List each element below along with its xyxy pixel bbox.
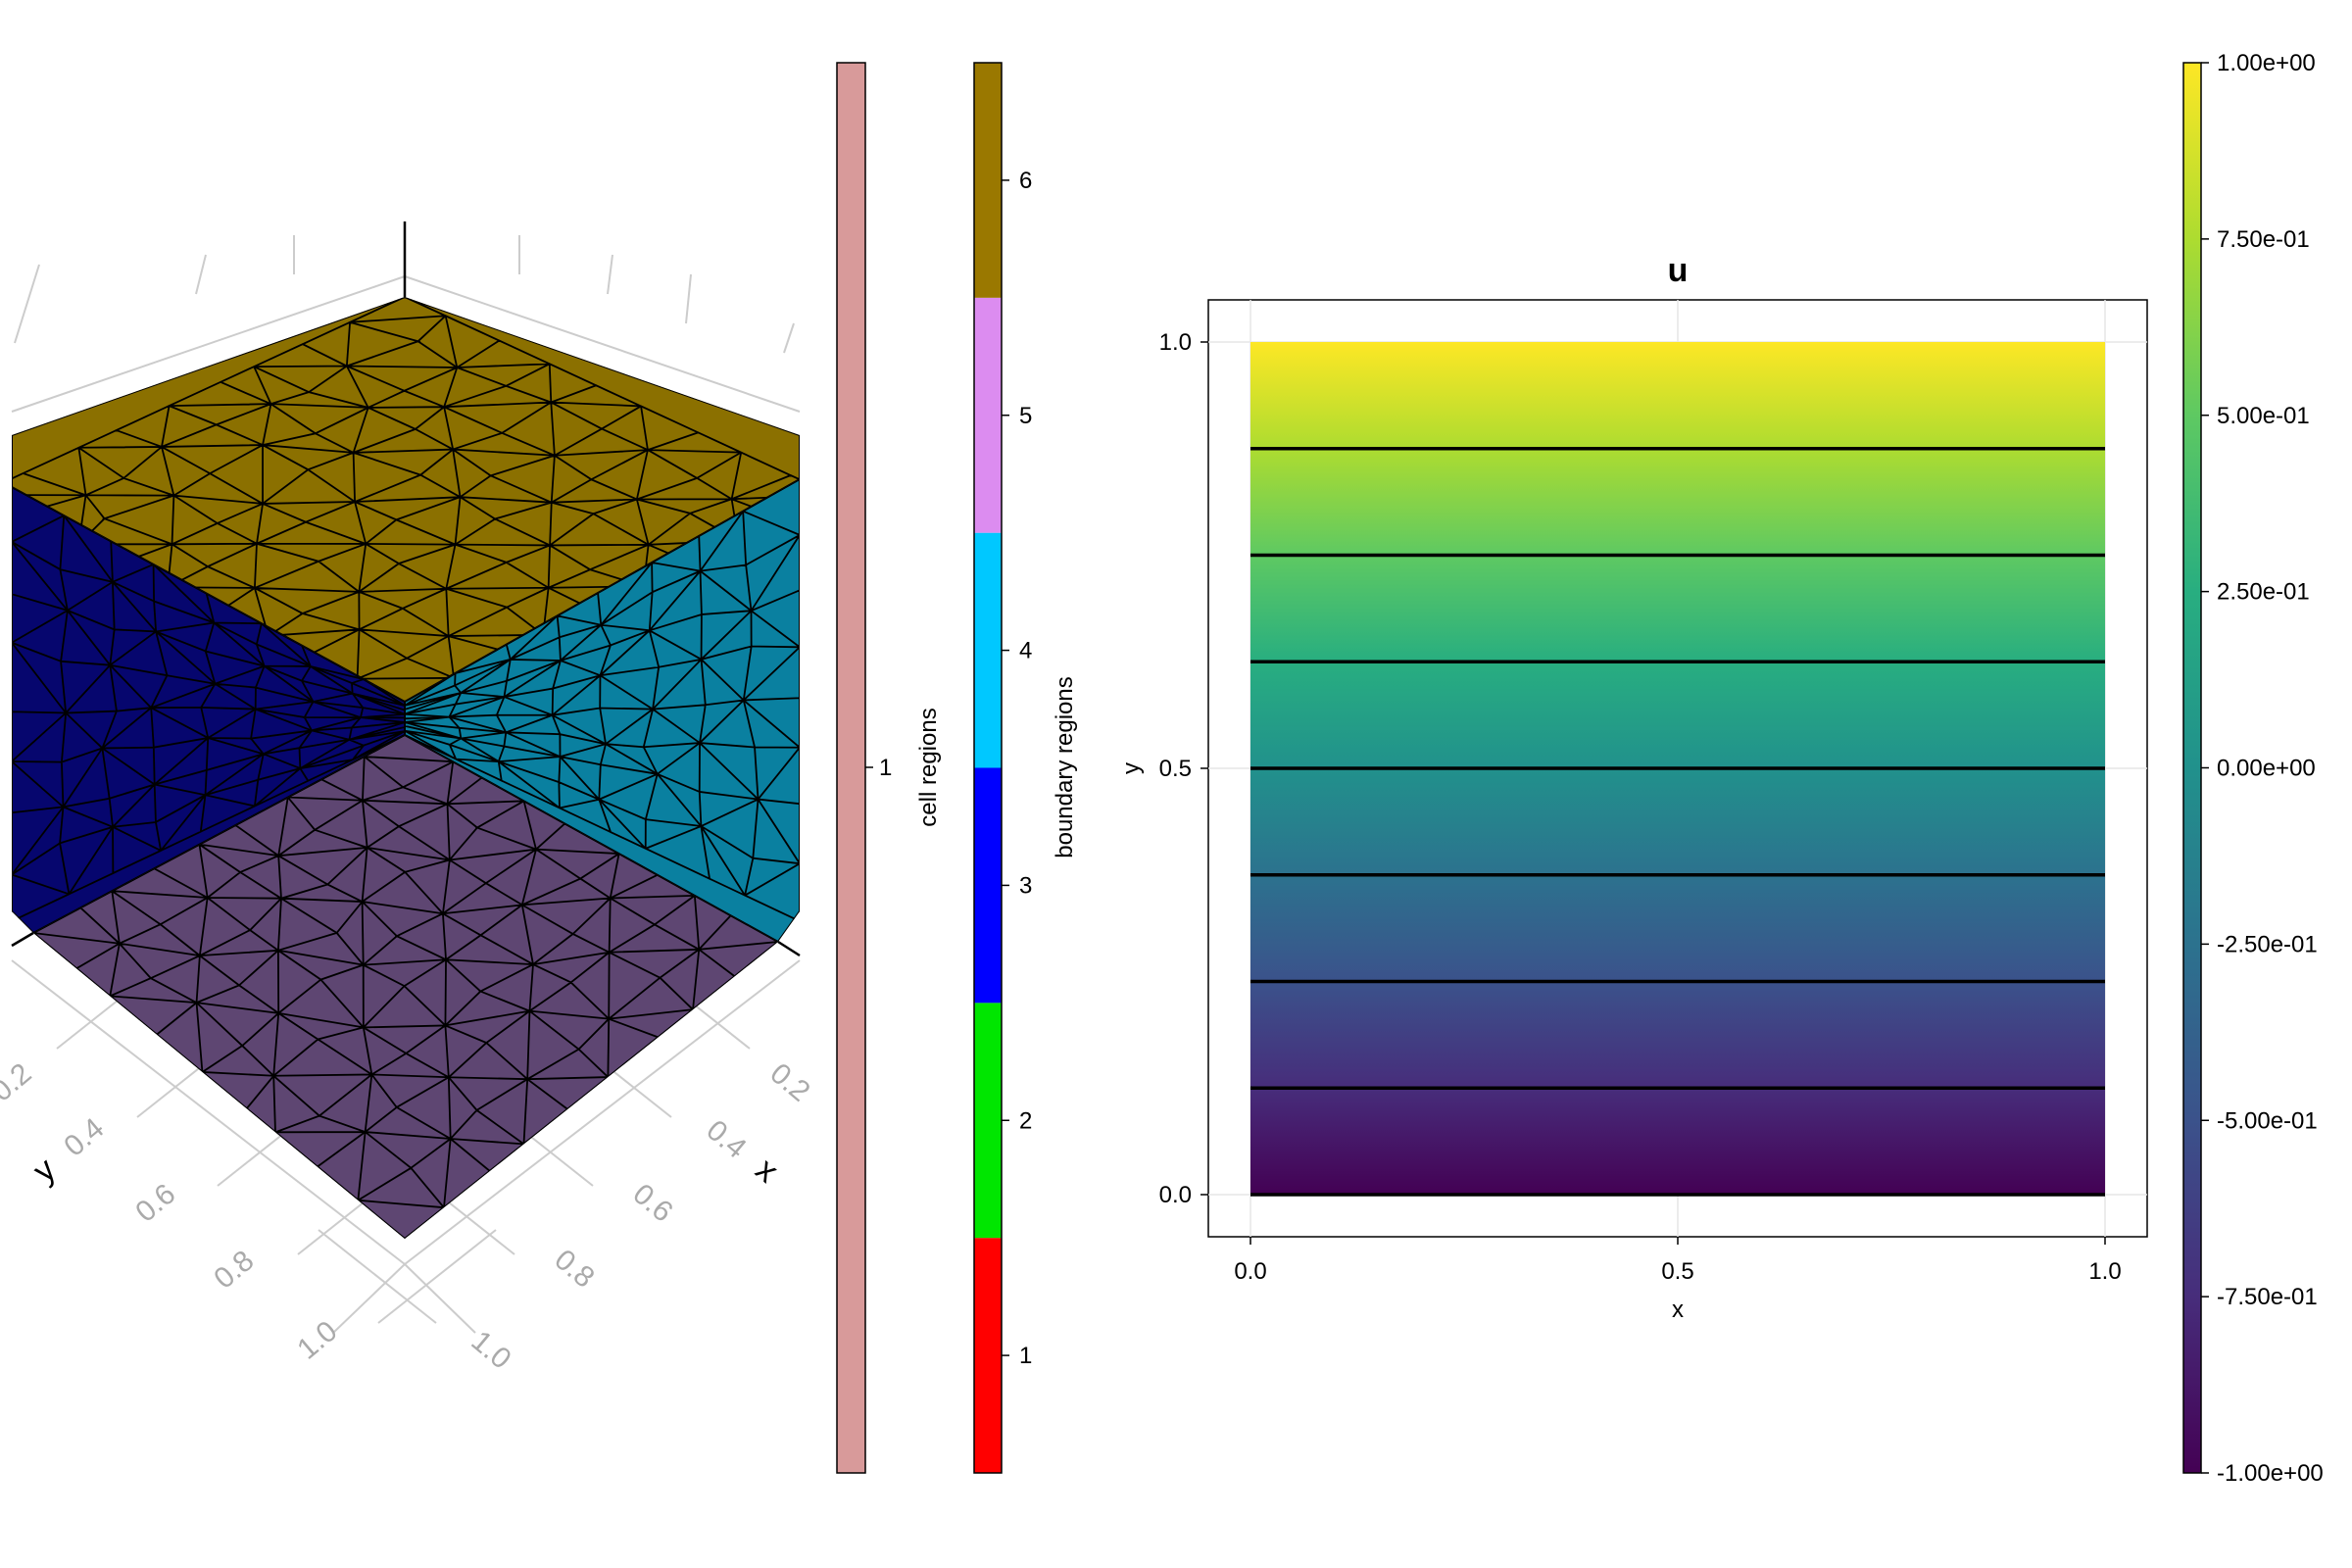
bottom-face-edge [33,735,778,1239]
colorbar-tick-label: 5.00e-01 [2217,403,2310,429]
colorbar-tick-label: -7.50e-01 [2217,1284,2318,1310]
boundary-segment-2 [974,1003,1002,1239]
x-tick-label-3d: 0.8 [549,1244,601,1295]
left-face-mesh [12,487,405,923]
axis-line [11,931,34,948]
boundary-segment-5 [974,297,1002,533]
heatmap-y-label: y [1118,762,1145,774]
heatmap-title: u [1668,252,1689,289]
u-colorbar: -1.00e+00 -7.50e-01 -5.00e-01 -2.50e-01 0.00… [2182,50,2324,1487]
boundary-tick-label: 5 [1019,403,1032,429]
bottom-face [33,735,778,1239]
y-axis-label-3d: y [26,1151,63,1190]
x-tick-label-3d: 0.2 [764,1057,816,1108]
colorbar-tick-label: -1.00e+00 [2217,1460,2324,1487]
boundary-segment-4 [974,532,1002,768]
gridline-y [377,1229,497,1324]
top-face [12,297,800,702]
boundary-tick-label: 1 [1019,1343,1032,1369]
colorbar-tick-label: 2.50e-01 [2217,579,2310,606]
gridline-edge [332,1263,406,1334]
right-face-mesh [405,479,800,923]
top-face-mesh [12,297,800,702]
y-tick-label-3d: 1.0 [291,1315,343,1366]
boundary-tick-label: 2 [1019,1107,1032,1134]
y-tick-label: 1.0 [1159,329,1192,356]
gridline-back [404,275,801,413]
u-colorbar-fill [2182,62,2202,1474]
y-tick-label-3d: 0.8 [208,1245,260,1296]
cell-colorbar-label: cell regions [915,708,942,826]
heatmap-x-label: x [1672,1297,1684,1323]
x-tick-label: 0.5 [1661,1258,1693,1285]
gridline-back [195,254,207,295]
x-tick-label-3d: 1.0 [466,1325,517,1376]
gridline-back [685,273,692,324]
colorbar-tick-label: 0.00e+00 [2217,756,2316,782]
gridline-x [318,1229,437,1324]
x-tick-label: 1.0 [2088,1258,2121,1285]
boundary-regions-colorbar: boundary regions 1 2 3 4 5 6 [973,62,1078,1474]
x-tick-label-3d: 0.6 [627,1178,679,1229]
gridline-edge [404,959,801,1265]
3d-gridlines [11,235,801,1334]
left-face-fill [12,487,405,933]
y-tick-label-3d: 0.2 [0,1057,37,1108]
x-tick-label: 0.0 [1234,1258,1266,1285]
colorbar-tick-label: -2.50e-01 [2217,931,2318,957]
colorbar-tick-label: -5.00e-01 [2217,1107,2318,1134]
boundary-tick-label: 4 [1019,638,1032,664]
gridline-back [783,322,795,354]
boundary-segment-6 [974,63,1002,298]
x-tick-label-3d: 0.4 [701,1114,753,1165]
boundary-segment-3 [974,767,1002,1004]
boundary-tick-label: 6 [1019,168,1032,194]
cell-colorbar-tick: 1 [879,755,892,781]
y-tick-label: 0.5 [1159,756,1192,782]
axis-line [777,940,801,957]
y-tick-label-3d: 0.6 [129,1178,181,1229]
3d-axes [11,221,801,957]
cell-colorbar-fill [836,62,866,1474]
heatmap-ticks: 0.0 0.5 1.0 0.0 0.5 1.0 [1159,329,2122,1285]
gridline-edge [11,959,406,1265]
colorbar-tick-label: 7.50e-01 [2217,226,2310,253]
boundary-colorbar-frame [973,62,1003,1474]
y-tick-label: 0.0 [1159,1182,1192,1208]
heatmap-plot: u 0.0 0.5 1.0 0.0 0.5 1.0 x y [1118,252,2148,1323]
gridline-back [11,275,406,413]
contour-lines [1250,447,2105,1197]
cell-regions-colorbar: 1 cell regions [836,62,942,1474]
boundary-segment-1 [974,1238,1002,1473]
gridline-back [14,264,40,344]
boundary-tick-label: 3 [1019,872,1032,899]
x-axis-label-3d: x [749,1151,785,1190]
colorbar-tick-label: 1.00e+00 [2217,50,2316,76]
mesh-faces [12,297,800,1239]
gridline-back [607,254,613,295]
gridline-edge [404,1263,476,1334]
mesh-3d-plot: 0.20.40.60.81.00.20.40.60.81.0 x y [0,221,816,1376]
boundary-colorbar-label: boundary regions [1052,676,1078,858]
y-tick-label-3d: 0.4 [58,1112,110,1163]
